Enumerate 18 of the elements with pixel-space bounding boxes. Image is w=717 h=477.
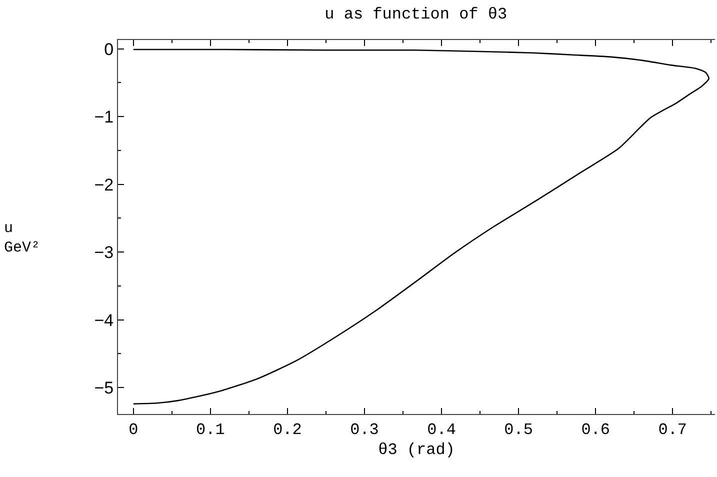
line-series [132,48,710,404]
x-tick-label: 0.2 [273,421,302,440]
x-tick-label: 0 [128,421,138,440]
chart-title: u as function of θ3 [324,5,508,24]
y-tick-label: −2 [94,175,114,194]
y-tick-label: 0 [104,40,114,59]
x-tick-label: 0.6 [581,421,610,440]
y-tick-label: −1 [94,108,114,127]
y-axis-title: u GeV² [4,220,40,256]
x-axis-title: θ3 (rad) [378,440,455,459]
y-tick-label: −4 [94,310,114,330]
x-tick-label: 0.1 [196,421,225,440]
y-tick-label: −5 [94,378,114,398]
x-tick-label: 0.4 [427,421,456,440]
y-tick-label: −3 [94,243,114,262]
x-tick-label: 0.7 [658,421,688,440]
x-tick-label: 0.5 [504,421,533,440]
x-tick-label: 0.3 [350,421,379,440]
